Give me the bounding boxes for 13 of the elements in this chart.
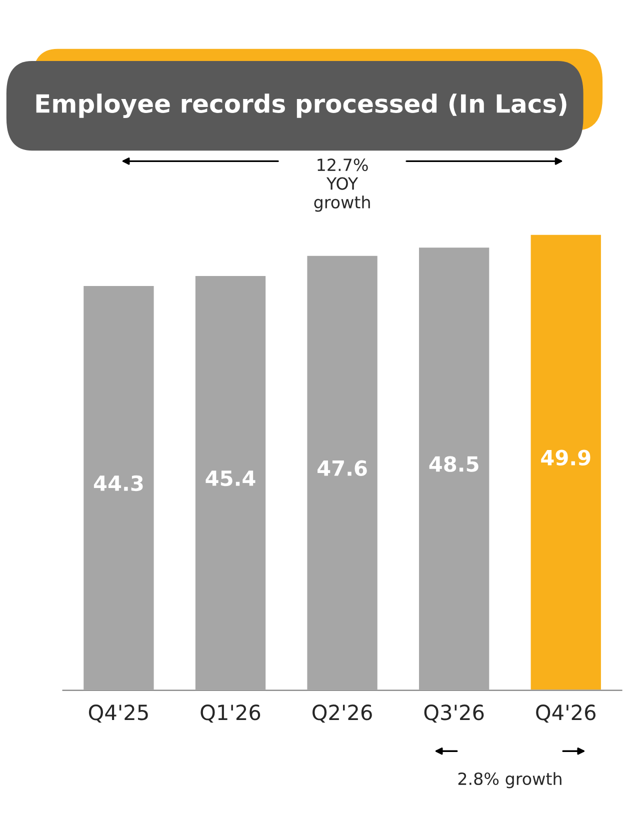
text: 12.7% YOY growth (314, 158, 370, 212)
x-tick-label: Q4'26 (536, 704, 596, 723)
chart-title: Employee records processed (In Lacs) (36, 94, 566, 118)
x-tick-label: Q3'26 (424, 704, 484, 723)
text: 2.8% growth (458, 772, 562, 788)
data-label: 44.3 (94, 475, 143, 492)
data-label: 47.6 (318, 460, 367, 476)
data-label: 48.5 (429, 456, 478, 472)
data-label: 49.9 (541, 450, 590, 466)
x-tick-label: Q1'26 (200, 704, 260, 723)
x-tick-label: Q4'25 (88, 704, 148, 723)
data-label: 45.4 (206, 470, 256, 486)
x-tick-label: Q2'26 (312, 704, 372, 723)
